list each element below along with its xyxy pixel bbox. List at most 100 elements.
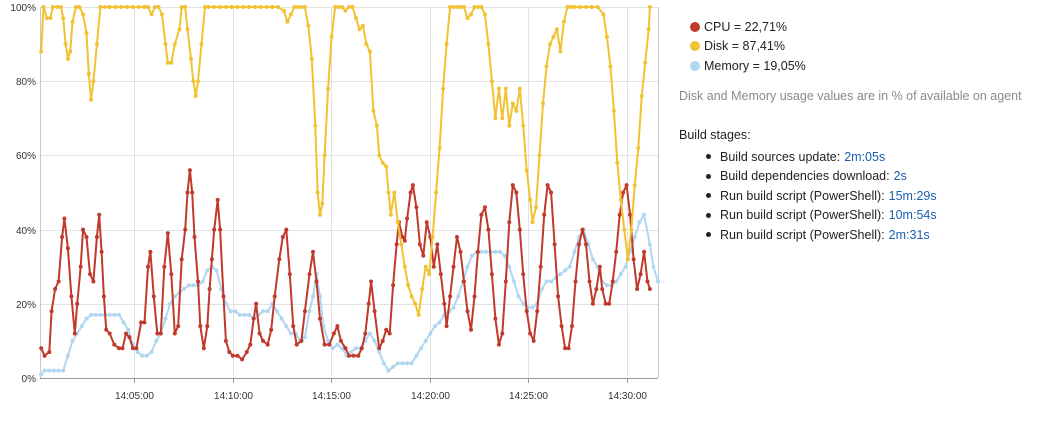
x-tick-label: 14:20:00 bbox=[411, 391, 450, 402]
cpu-data-point bbox=[631, 257, 636, 262]
memory-data-point bbox=[288, 331, 293, 336]
disk-data-point bbox=[503, 86, 508, 91]
cpu-data-point bbox=[155, 331, 160, 336]
cpu-data-point bbox=[179, 257, 184, 262]
memory-data-point bbox=[516, 294, 521, 299]
cpu-data-point bbox=[645, 279, 650, 284]
disk-data-point bbox=[632, 183, 637, 188]
stage-duration-link[interactable]: 15m:29s bbox=[888, 188, 937, 203]
disk-data-point bbox=[235, 5, 240, 9]
cpu-data-point bbox=[435, 242, 440, 247]
stage-duration-link[interactable]: 2m:31s bbox=[888, 227, 930, 242]
disk-data-point bbox=[322, 153, 327, 158]
cpu-data-point bbox=[248, 342, 253, 347]
disk-data-point bbox=[530, 220, 535, 225]
disk-data-point bbox=[420, 287, 425, 291]
disk-data-point bbox=[68, 49, 73, 54]
cpu-data-point bbox=[185, 190, 190, 195]
disk-data-point bbox=[568, 5, 573, 9]
cpu-data-point bbox=[338, 338, 343, 343]
memory-data-point bbox=[377, 350, 382, 354]
disk-data-point bbox=[63, 42, 68, 47]
disk-data-point bbox=[507, 123, 512, 128]
memory-series-line bbox=[40, 213, 659, 375]
legend-item-disk[interactable]: Disk = 87,41% bbox=[690, 37, 1045, 57]
memory-data-point bbox=[395, 361, 400, 366]
memory-data-point bbox=[191, 283, 196, 288]
memory-data-point bbox=[484, 249, 489, 254]
memory-data-point bbox=[405, 361, 410, 366]
disk-data-point bbox=[86, 71, 91, 76]
legend-item-cpu[interactable]: CPU = 22,71% bbox=[690, 17, 1045, 37]
disk-data-point bbox=[548, 42, 552, 47]
memory-data-point bbox=[56, 368, 61, 373]
cpu-data-point bbox=[486, 227, 491, 232]
build-stages-list: Build sources update: 2m:05s Build depen… bbox=[706, 147, 937, 245]
cpu-legend-label: CPU = 22,71% bbox=[704, 19, 788, 34]
stage-duration-link[interactable]: 2s bbox=[893, 169, 907, 184]
cpu-data-point bbox=[148, 249, 153, 254]
bullet-icon bbox=[706, 173, 711, 179]
stage-duration-link[interactable]: 2m:05s bbox=[844, 149, 886, 164]
y-tick-label: 0% bbox=[22, 374, 37, 385]
disk-data-point bbox=[406, 283, 411, 288]
disk-data-point bbox=[276, 5, 281, 9]
memory-data-point bbox=[247, 312, 252, 317]
memory-data-point bbox=[70, 338, 75, 343]
memory-data-point bbox=[549, 279, 554, 284]
disk-data-point bbox=[189, 56, 193, 61]
cpu-data-point bbox=[496, 342, 501, 347]
bullet-icon bbox=[706, 212, 711, 218]
disk-data-point bbox=[199, 42, 204, 47]
cpu-data-point bbox=[442, 301, 447, 306]
cpu-data-point bbox=[405, 216, 410, 221]
legend-item-memory[interactable]: Memory = 19,05% bbox=[690, 56, 1045, 76]
cpu-data-point bbox=[597, 264, 602, 269]
memory-data-point bbox=[572, 249, 577, 254]
cpu-data-point bbox=[366, 301, 371, 306]
disk-data-point bbox=[91, 79, 96, 84]
memory-data-point bbox=[590, 257, 595, 262]
memory-data-point bbox=[419, 346, 423, 351]
disk-data-point bbox=[177, 27, 182, 32]
disk-data-point bbox=[371, 108, 376, 113]
memory-data-point bbox=[65, 353, 70, 358]
disk-data-point bbox=[107, 5, 112, 9]
cpu-data-point bbox=[517, 227, 522, 232]
cpu-data-point bbox=[142, 320, 147, 325]
cpu-data-point bbox=[458, 249, 463, 254]
memory-data-point bbox=[84, 316, 89, 321]
memory-data-point bbox=[623, 264, 628, 269]
disk-data-point bbox=[119, 5, 124, 9]
memory-data-point bbox=[186, 283, 191, 288]
memory-data-point bbox=[349, 350, 354, 354]
memory-data-point bbox=[51, 368, 56, 373]
disk-data-point bbox=[196, 79, 200, 84]
cpu-data-point bbox=[318, 316, 322, 321]
disk-data-point bbox=[48, 16, 53, 21]
disk-data-point bbox=[103, 5, 108, 9]
chart-legend: CPU = 22,71% Disk = 87,41% Memory = 19,0… bbox=[690, 17, 1045, 76]
disk-data-point bbox=[646, 27, 651, 32]
disk-data-point bbox=[58, 5, 63, 9]
cpu-data-point bbox=[372, 309, 377, 314]
cpu-data-point bbox=[400, 235, 405, 239]
disk-data-point bbox=[629, 227, 634, 232]
disk-data-point bbox=[270, 5, 275, 9]
cpu-data-point bbox=[291, 324, 296, 329]
build-stage-item: Run build script (PowerShell): 2m:31s bbox=[706, 225, 937, 245]
disk-data-point bbox=[388, 212, 393, 217]
stage-duration-link[interactable]: 10m:54s bbox=[888, 208, 937, 223]
disk-data-point bbox=[455, 5, 459, 9]
cpu-data-point bbox=[107, 331, 112, 336]
cpu-data-point bbox=[88, 272, 92, 277]
disk-data-point bbox=[223, 5, 228, 9]
memory-data-point bbox=[279, 316, 284, 321]
memory-data-point bbox=[261, 309, 265, 314]
cpu-data-point bbox=[500, 331, 505, 336]
cpu-data-point bbox=[394, 242, 399, 247]
cpu-data-point bbox=[538, 264, 543, 269]
cpu-data-point bbox=[294, 342, 299, 347]
cpu-data-point bbox=[573, 279, 578, 284]
disk-data-point bbox=[572, 5, 577, 9]
